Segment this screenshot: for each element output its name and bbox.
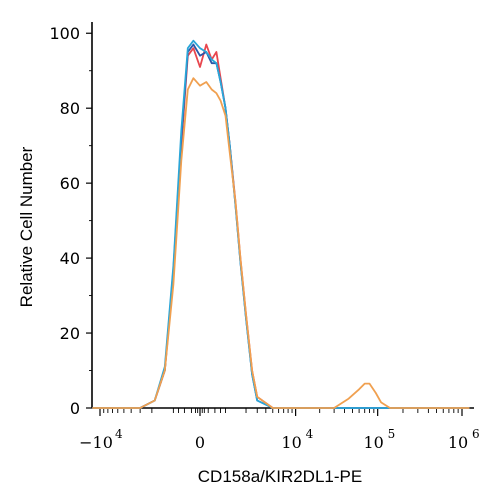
x-tick-exponent: 4 xyxy=(115,427,123,441)
plot-area xyxy=(92,39,470,409)
histogram-series-3 xyxy=(92,39,470,409)
x-tick-label: 0 xyxy=(195,433,205,452)
x-tick-exponent: 6 xyxy=(472,427,480,441)
y-tick-label: 40 xyxy=(60,249,80,268)
y-axis-ticks: 0 20 40 60 80 100 xyxy=(49,24,92,418)
x-tick-exponent: 4 xyxy=(306,427,314,441)
x-tick-label: 10 xyxy=(448,433,468,452)
y-tick-label: 60 xyxy=(60,174,80,193)
x-tick-label: 10 xyxy=(281,433,301,452)
histogram-series-1 xyxy=(92,43,470,409)
x-tick-label: 10 xyxy=(363,433,383,452)
y-tick-label: 20 xyxy=(60,324,80,343)
x-tick-label: −10 xyxy=(79,433,113,452)
y-tick-label: 80 xyxy=(60,99,80,118)
x-tick-exponent: 5 xyxy=(388,427,396,441)
histogram-series-4 xyxy=(92,77,470,409)
histogram-series-2 xyxy=(92,43,470,409)
x-axis-ticks: −10 4 0 10 4 10 5 10 6 xyxy=(79,408,480,452)
y-tick-label: 0 xyxy=(70,399,80,418)
y-tick-label: 100 xyxy=(49,24,80,43)
axes xyxy=(91,22,474,409)
y-axis-label: Relative Cell Number xyxy=(17,146,36,307)
x-axis-label: CD158a/KIR2DL1-PE xyxy=(198,467,362,486)
